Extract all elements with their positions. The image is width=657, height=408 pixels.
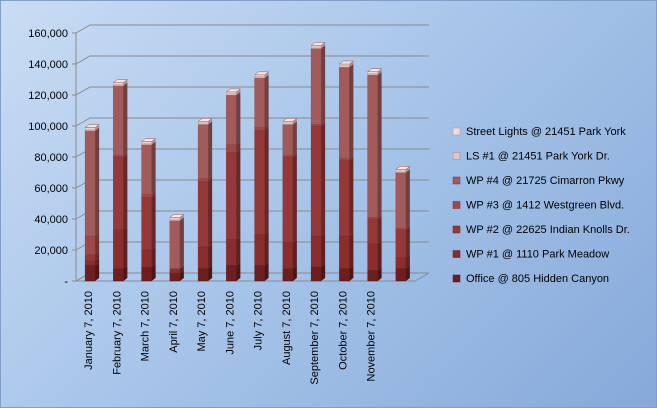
- legend-label: Street Lights @ 21451 Park York: [466, 126, 626, 138]
- y-tick-label: 140,000: [28, 59, 68, 71]
- legend-label: WP #4 @ 21725 Cimarron Pkwy: [466, 175, 625, 187]
- legend: Street Lights @ 21451 Park York LS #1 @ 2…: [452, 126, 630, 285]
- legend-label: WP #3 @ 1412 Westgreen Blvd.: [466, 200, 624, 212]
- legend-swatch: [452, 152, 461, 160]
- gridline: [75, 24, 429, 34]
- legend-swatch: [452, 225, 461, 234]
- legend-entry: WP #4 @ 21725 Cimarron Pkwy: [452, 175, 625, 187]
- y-tick-label: 40,000: [34, 214, 68, 226]
- bar-segment: [310, 123, 326, 237]
- bar-segment: [141, 141, 156, 195]
- bar-segment: [310, 233, 326, 268]
- bar-segment: [395, 226, 410, 258]
- bar-segment: [254, 74, 269, 128]
- legend-entry: Street Lights @ 21451 Park York: [452, 126, 626, 138]
- y-tick-label: 60,000: [34, 183, 68, 195]
- bar-top: [338, 60, 355, 65]
- bar-top: [225, 88, 242, 93]
- bar-segment: [282, 154, 297, 243]
- bar-segment: [197, 121, 213, 179]
- bar-segment: [226, 149, 241, 240]
- x-axis: January 7, 2010 February 7, 2010 March 7, …: [83, 291, 378, 385]
- bar-segment: [169, 270, 184, 282]
- y-tick-label: 80,000: [34, 152, 68, 164]
- bar-segment: [367, 71, 382, 218]
- x-tick-label: August 7, 2010: [281, 291, 293, 365]
- bar-segment: [282, 121, 297, 156]
- bar-segment: [339, 157, 354, 237]
- legend-swatch: [452, 201, 461, 209]
- bar-segment: [113, 226, 128, 269]
- legend-swatch: [452, 250, 461, 258]
- bar-segment: [84, 233, 100, 255]
- bar-top: [310, 42, 326, 46]
- bar-top: [282, 118, 298, 122]
- x-tick-label: July 7, 2010: [253, 291, 265, 350]
- bar-segment: [367, 240, 382, 271]
- bar-segment: [254, 231, 269, 266]
- legend-entry: WP #1 @ 1110 Park Meadow: [452, 249, 609, 261]
- legend-label: Office @ 805 Hidden Canyon: [466, 273, 609, 285]
- legend-label: WP #2 @ 22625 Indian Knolls Dr.: [466, 224, 630, 236]
- bar-segment: [169, 217, 184, 269]
- bar-top: [84, 124, 100, 128]
- legend-swatch: [452, 176, 461, 185]
- bar-segment: [282, 239, 297, 269]
- x-tick-label: February 7, 2010: [111, 291, 123, 375]
- y-tick-label: 20,000: [34, 245, 68, 257]
- gridline: [75, 55, 429, 65]
- x-tick-label: January 7, 2010: [83, 291, 95, 370]
- y-tick-label: 120,000: [28, 90, 68, 102]
- legend-entry: LS #1 @ 21451 Park York Dr.: [452, 151, 610, 163]
- bar-segment: [197, 243, 213, 269]
- bar-segment: [254, 127, 269, 235]
- legend-entry: WP #3 @ 1412 Westgreen Blvd.: [452, 200, 624, 212]
- x-tick-label: April 7, 2010: [168, 291, 180, 353]
- bar-top: [366, 68, 383, 72]
- bar-segment: [141, 194, 156, 251]
- bar-segment: [339, 64, 354, 159]
- bar-top: [395, 166, 411, 170]
- legend-swatch: [452, 127, 461, 136]
- legend-swatch: [452, 274, 461, 283]
- bar-segment: [367, 216, 382, 244]
- bar-segment: [395, 169, 410, 229]
- bar-segment: [113, 82, 128, 156]
- bar-top: [197, 118, 213, 122]
- bar-segment: [84, 127, 100, 237]
- bar-segment: [226, 92, 241, 145]
- bar-segment: [339, 233, 354, 269]
- y-tick-label: 160,000: [28, 28, 68, 40]
- x-tick-label: March 7, 2010: [140, 291, 152, 361]
- bars: [84, 42, 411, 282]
- bar-top: [253, 71, 270, 76]
- bar-top: [112, 79, 129, 83]
- x-tick-label: May 7, 2010: [196, 291, 208, 352]
- bar-top: [169, 214, 185, 218]
- legend-entry: Office @ 805 Hidden Canyon: [452, 273, 609, 285]
- legend-label: WP #1 @ 1110 Park Meadow: [466, 249, 609, 261]
- x-tick-label: June 7, 2010: [224, 291, 236, 355]
- bar-segment: [197, 178, 213, 248]
- legend-entry: WP #2 @ 22625 Indian Knolls Dr.: [452, 224, 630, 236]
- y-tick-label: -: [64, 276, 68, 288]
- bar-segment: [310, 45, 326, 125]
- y-axis: - 20,000 40,000 60,000 80,000 100,000 120,000 1…: [28, 28, 430, 288]
- x-tick-label: November 7, 2010: [366, 291, 378, 382]
- x-tick-label: September 7, 2010: [309, 291, 321, 385]
- bar-segment: [113, 154, 128, 231]
- legend-label: LS #1 @ 21451 Park York Dr.: [466, 151, 610, 163]
- bar-top: [140, 138, 157, 142]
- x-tick-label: October 7, 2010: [337, 291, 349, 370]
- y-tick-label: 100,000: [28, 121, 68, 133]
- bar-segment: [226, 236, 241, 266]
